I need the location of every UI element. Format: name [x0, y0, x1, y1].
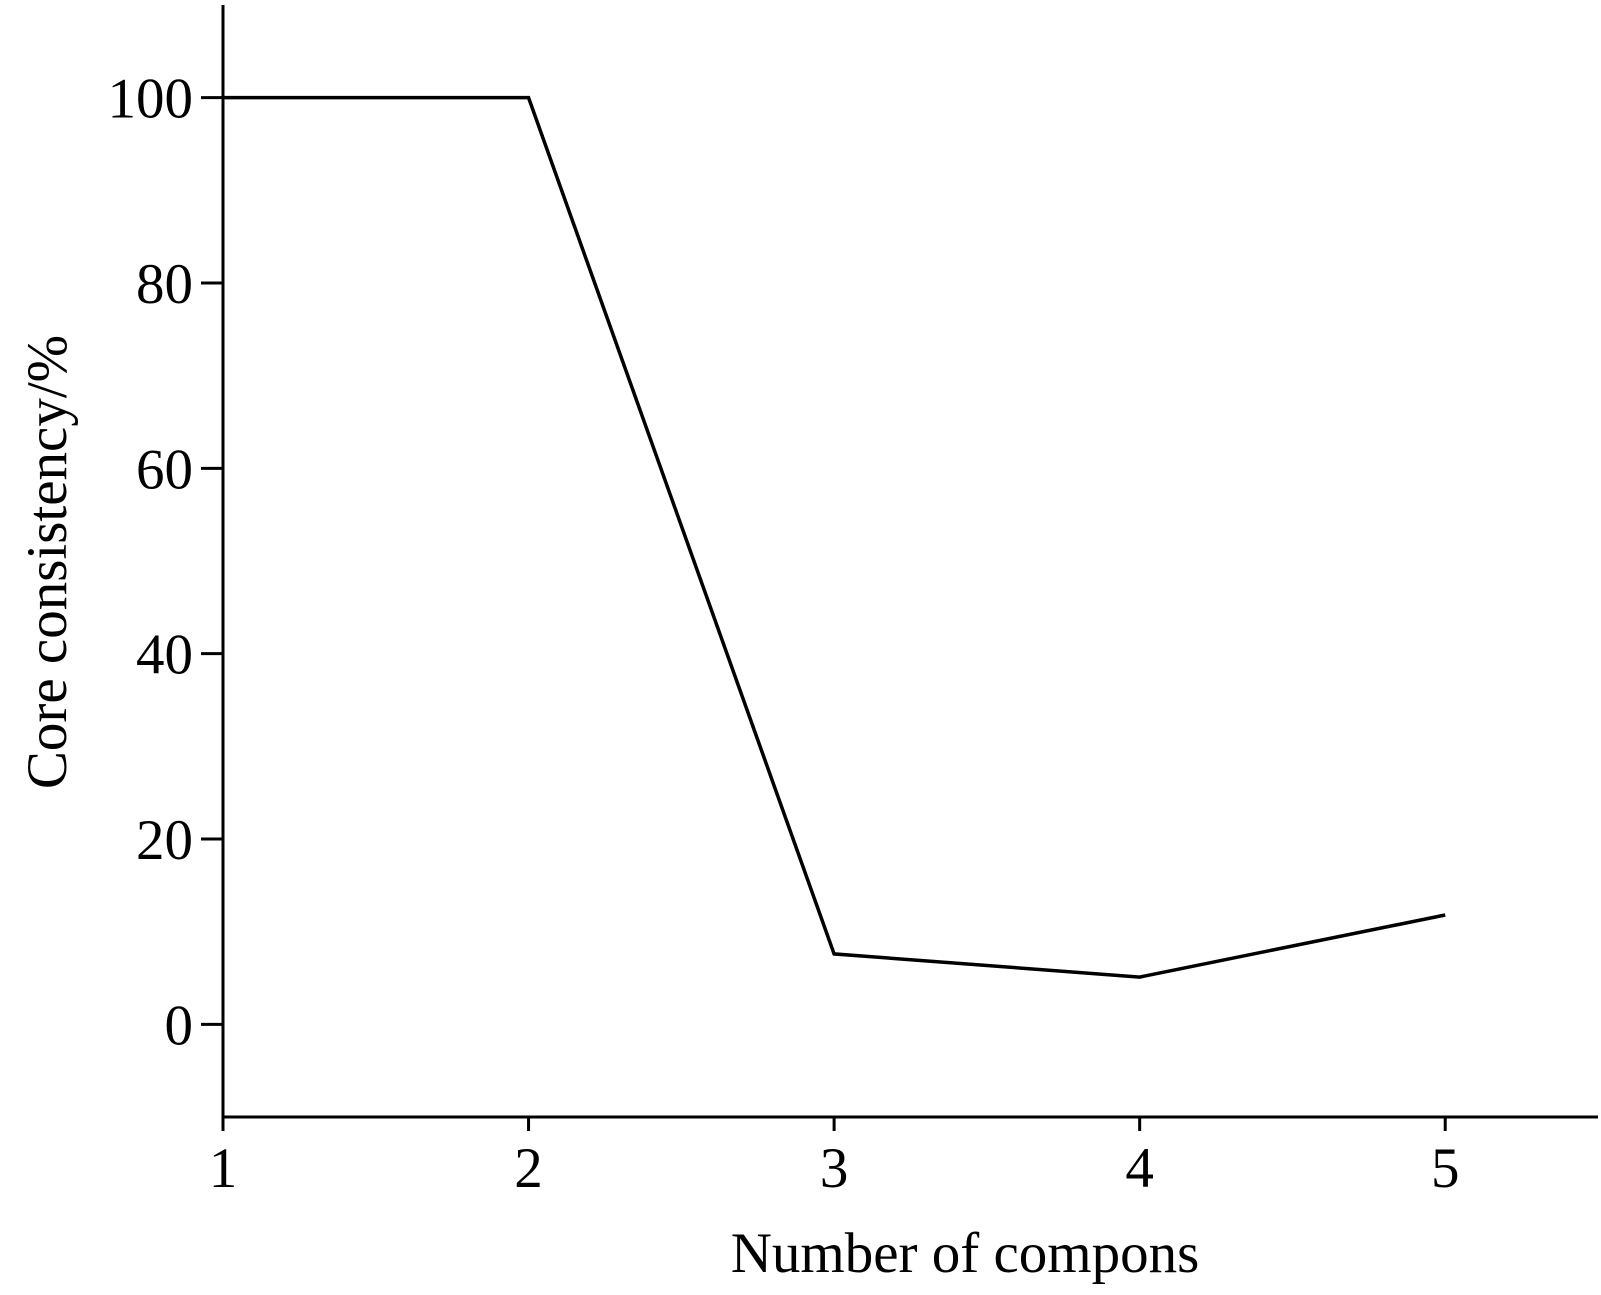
x-axis-label: Number of compons	[731, 1222, 1200, 1285]
y-tick-label: 20	[136, 809, 193, 872]
x-tick-label: 1	[209, 1137, 238, 1200]
y-axis-label: Core consistency/%	[16, 335, 79, 789]
x-tick-label: 5	[1431, 1137, 1460, 1200]
x-tick-label: 3	[820, 1137, 849, 1200]
x-tick-label: 4	[1125, 1137, 1154, 1200]
x-tick-label: 2	[514, 1137, 543, 1200]
y-tick-label: 100	[108, 68, 194, 131]
data-line	[223, 95, 1446, 979]
y-tick-label: 80	[136, 253, 193, 316]
y-tick-label: 60	[136, 438, 193, 501]
y-tick-label: 40	[136, 624, 193, 687]
y-tick-label: 0	[165, 994, 194, 1057]
